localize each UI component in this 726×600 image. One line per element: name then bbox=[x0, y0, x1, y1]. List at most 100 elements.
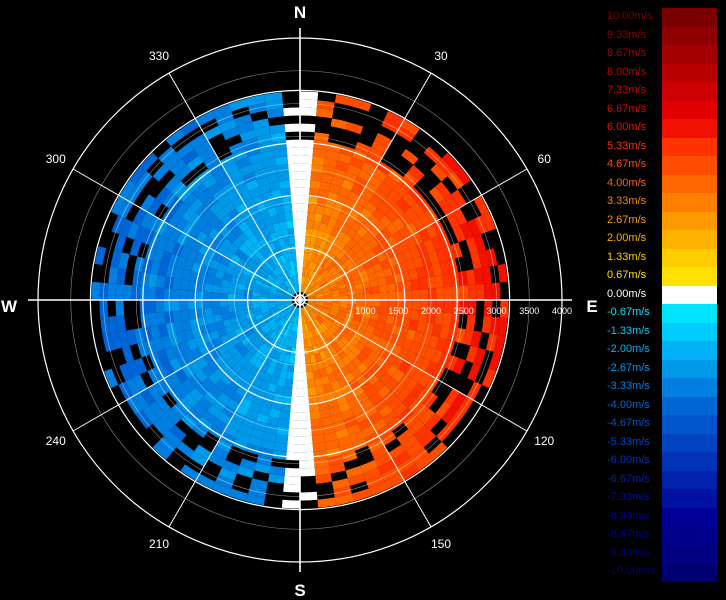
velocity-cell bbox=[231, 391, 244, 405]
velocity-cell bbox=[276, 304, 285, 309]
velocity-cell bbox=[188, 226, 202, 240]
velocity-cell bbox=[428, 335, 440, 350]
velocity-cell bbox=[291, 339, 297, 348]
velocity-cell bbox=[300, 235, 306, 245]
velocity-cell bbox=[279, 308, 287, 314]
velocity-cell bbox=[222, 459, 240, 474]
velocity-cell bbox=[305, 330, 311, 340]
velocity-cell bbox=[227, 293, 237, 300]
velocity-cell bbox=[202, 255, 213, 268]
velocity-cell bbox=[276, 291, 285, 296]
velocity-cell bbox=[220, 286, 229, 294]
velocity-cell bbox=[310, 329, 317, 338]
legend-entry: -3.33m/s bbox=[600, 378, 726, 397]
velocity-cell bbox=[306, 278, 313, 287]
velocity-cell bbox=[248, 244, 259, 255]
velocity-cell bbox=[134, 256, 146, 273]
velocity-cell bbox=[132, 207, 148, 226]
velocity-cell bbox=[202, 410, 218, 425]
velocity-cell bbox=[263, 265, 272, 275]
velocity-cell bbox=[337, 310, 347, 317]
velocity-cell bbox=[306, 371, 314, 380]
velocity-cell bbox=[226, 356, 238, 369]
velocity-cell bbox=[237, 332, 248, 342]
velocity-cell bbox=[481, 211, 496, 232]
velocity-cell bbox=[269, 320, 278, 329]
velocity-cell bbox=[305, 277, 311, 286]
velocity-cell bbox=[203, 195, 218, 210]
velocity-cell bbox=[202, 235, 215, 248]
velocity-cell bbox=[302, 315, 307, 324]
legend-label: 0.00m/s bbox=[607, 287, 647, 300]
legend-label: -4.00m/s bbox=[607, 398, 650, 411]
velocity-cell bbox=[176, 142, 195, 159]
velocity-cell bbox=[390, 382, 405, 397]
velocity-cell bbox=[239, 129, 257, 142]
velocity-cell bbox=[442, 312, 452, 327]
velocity-cell bbox=[164, 175, 181, 192]
velocity-cell bbox=[327, 454, 344, 466]
velocity-cell bbox=[126, 360, 141, 378]
velocity-cell bbox=[274, 434, 289, 444]
velocity-cell bbox=[274, 324, 282, 333]
velocity-cell bbox=[237, 356, 249, 368]
range-tick-label: 1000 bbox=[355, 306, 375, 316]
velocity-cell bbox=[291, 323, 296, 332]
velocity-cell bbox=[172, 310, 182, 323]
velocity-cell bbox=[405, 441, 424, 458]
velocity-cell bbox=[163, 288, 173, 300]
velocity-cell bbox=[372, 207, 386, 221]
velocity-cell bbox=[132, 374, 148, 393]
velocity-cell bbox=[227, 243, 239, 255]
velocity-cell bbox=[290, 403, 300, 413]
velocity-cell bbox=[356, 391, 369, 405]
velocity-cell bbox=[321, 286, 331, 292]
velocity-cell bbox=[222, 318, 233, 328]
velocity-cell bbox=[276, 302, 285, 307]
velocity-cell bbox=[387, 189, 403, 204]
velocity-cell bbox=[373, 188, 388, 202]
velocity-cell bbox=[194, 140, 212, 156]
velocity-cell bbox=[183, 258, 195, 271]
velocity-cell bbox=[354, 309, 364, 317]
velocity-cell bbox=[281, 310, 289, 318]
velocity-cell bbox=[315, 302, 324, 307]
velocity-cell bbox=[132, 270, 143, 287]
velocity-cell bbox=[152, 337, 165, 353]
velocity-cell bbox=[270, 132, 287, 143]
velocity-cell bbox=[238, 423, 254, 436]
velocity-cell bbox=[308, 269, 314, 279]
velocity-cell bbox=[209, 201, 223, 215]
velocity-cell bbox=[351, 488, 372, 502]
velocity-cell bbox=[330, 118, 348, 130]
velocity-cell bbox=[195, 382, 210, 397]
velocity-cell bbox=[263, 92, 283, 103]
velocity-cell bbox=[378, 284, 388, 294]
velocity-cell bbox=[324, 390, 336, 401]
velocity-cell bbox=[352, 314, 362, 322]
velocity-cell bbox=[307, 302, 316, 307]
velocity-cell bbox=[302, 276, 307, 285]
velocity-cell bbox=[181, 364, 195, 379]
velocity-cell bbox=[351, 243, 362, 254]
velocity-cell bbox=[288, 287, 295, 295]
velocity-cell bbox=[410, 202, 425, 218]
velocity-cell bbox=[384, 473, 405, 489]
velocity-cell bbox=[277, 275, 285, 283]
velocity-cell bbox=[287, 252, 294, 262]
velocity-cell bbox=[243, 227, 255, 239]
velocity-cell bbox=[324, 274, 333, 282]
velocity-cell bbox=[145, 245, 157, 261]
velocity-cell bbox=[311, 164, 324, 174]
velocity-cell bbox=[401, 435, 419, 452]
velocity-cell bbox=[239, 397, 253, 410]
velocity-cell bbox=[444, 194, 460, 212]
velocity-cell bbox=[263, 325, 272, 335]
legend-entry: 3.33m/s bbox=[600, 193, 726, 212]
velocity-cell bbox=[318, 367, 328, 378]
velocity-cell bbox=[352, 332, 363, 342]
legend-swatch bbox=[662, 563, 717, 582]
velocity-cell bbox=[276, 426, 289, 436]
velocity-cell bbox=[322, 271, 331, 280]
velocity-cell bbox=[306, 220, 314, 229]
